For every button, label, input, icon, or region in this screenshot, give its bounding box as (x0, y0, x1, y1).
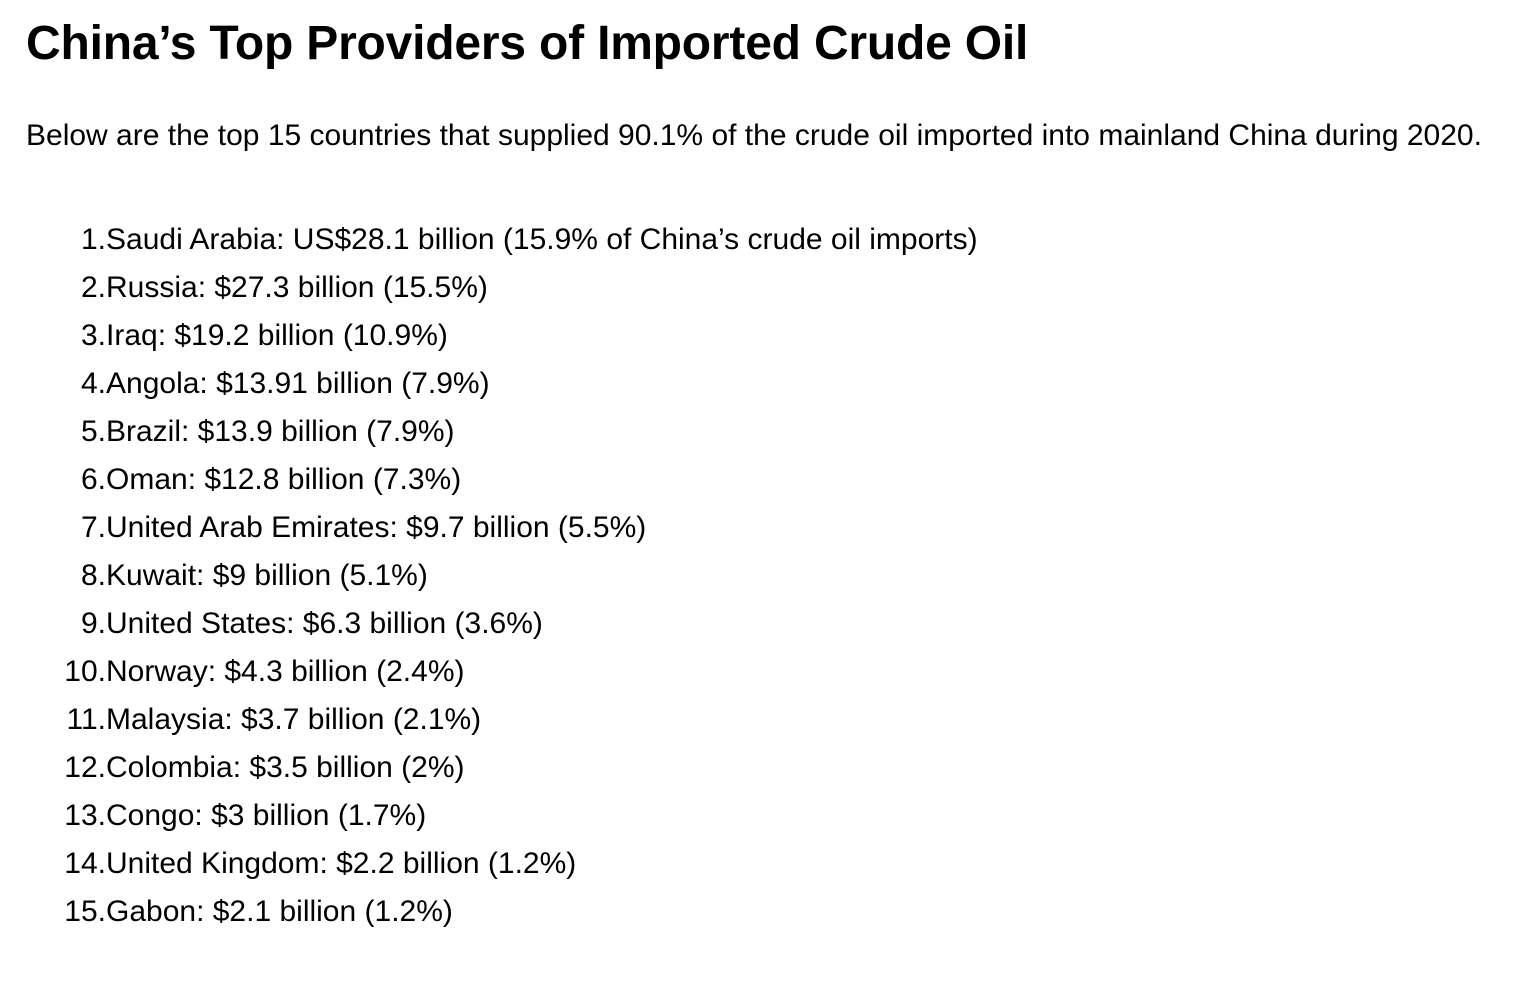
list-item: 8. Kuwait: $9 billion (5.1%) (26, 552, 1504, 600)
list-item-number: 12. (64, 751, 106, 784)
list-item-text: United Kingdom: $2.2 billion (1.2%) (106, 847, 577, 880)
list-item: 5. Brazil: $13.9 billion (7.9%) (26, 408, 1504, 456)
list-item: 14. United Kingdom: $2.2 billion (1.2%) (26, 840, 1504, 888)
ranked-list: 1. Saudi Arabia: US$28.1 billion (15.9% … (26, 216, 1504, 936)
list-item-text: United States: $6.3 billion (3.6%) (106, 607, 543, 640)
list-item: 1. Saudi Arabia: US$28.1 billion (15.9% … (26, 216, 1504, 264)
list-item-text: Saudi Arabia: US$28.1 billion (15.9% of … (106, 223, 978, 256)
intro-paragraph: Below are the top 15 countries that supp… (26, 119, 1482, 152)
list-item-number: 4. (80, 367, 106, 400)
list-item-text: Brazil: $13.9 billion (7.9%) (106, 415, 455, 448)
list-item: 3. Iraq: $19.2 billion (10.9%) (26, 312, 1504, 360)
list-item-number: 10. (64, 655, 106, 688)
list-item-text: Kuwait: $9 billion (5.1%) (106, 559, 428, 592)
list-item-number: 6. (80, 463, 106, 496)
list-item-number: 5. (80, 415, 106, 448)
list-item: 10. Norway: $4.3 billion (2.4%) (26, 648, 1504, 696)
page-title: China’s Top Providers of Imported Crude … (26, 17, 1029, 70)
list-item-number: 9. (80, 607, 106, 640)
list-item-number: 8. (80, 559, 106, 592)
list-item-text: Gabon: $2.1 billion (1.2%) (106, 895, 453, 928)
list-item: 9. United States: $6.3 billion (3.6%) (26, 600, 1504, 648)
list-item-text: Congo: $3 billion (1.7%) (106, 799, 427, 832)
list-item: 6. Oman: $12.8 billion (7.3%) (26, 456, 1504, 504)
list-item-number: 11. (66, 703, 106, 736)
list-item: 2. Russia: $27.3 billion (15.5%) (26, 264, 1504, 312)
list-item-text: Iraq: $19.2 billion (10.9%) (106, 319, 448, 352)
list-item-number: 1. (80, 223, 106, 256)
list-item: 12. Colombia: $3.5 billion (2%) (26, 744, 1504, 792)
list-item: 13. Congo: $3 billion (1.7%) (26, 792, 1504, 840)
list-item-number: 15. (64, 895, 106, 928)
list-item-text: Norway: $4.3 billion (2.4%) (106, 655, 465, 688)
list-item-number: 13. (64, 799, 106, 832)
list-item-text: Colombia: $3.5 billion (2%) (106, 751, 465, 784)
list-item-text: Angola: $13.91 billion (7.9%) (106, 367, 490, 400)
list-item: 11. Malaysia: $3.7 billion (2.1%) (26, 696, 1504, 744)
list-item-number: 14. (64, 847, 106, 880)
list-item-number: 2. (80, 271, 106, 304)
list-item-text: Russia: $27.3 billion (15.5%) (106, 271, 488, 304)
list-item-number: 3. (80, 319, 106, 352)
list-item-text: Oman: $12.8 billion (7.3%) (106, 463, 462, 496)
list-item: 7. United Arab Emirates: $9.7 billion (5… (26, 504, 1504, 552)
list-item-number: 7. (80, 511, 106, 544)
list-item-text: United Arab Emirates: $9.7 billion (5.5%… (106, 511, 647, 544)
list-item: 15. Gabon: $2.1 billion (1.2%) (26, 888, 1504, 936)
list-item-text: Malaysia: $3.7 billion (2.1%) (106, 703, 482, 736)
list-item: 4. Angola: $13.91 billion (7.9%) (26, 360, 1504, 408)
